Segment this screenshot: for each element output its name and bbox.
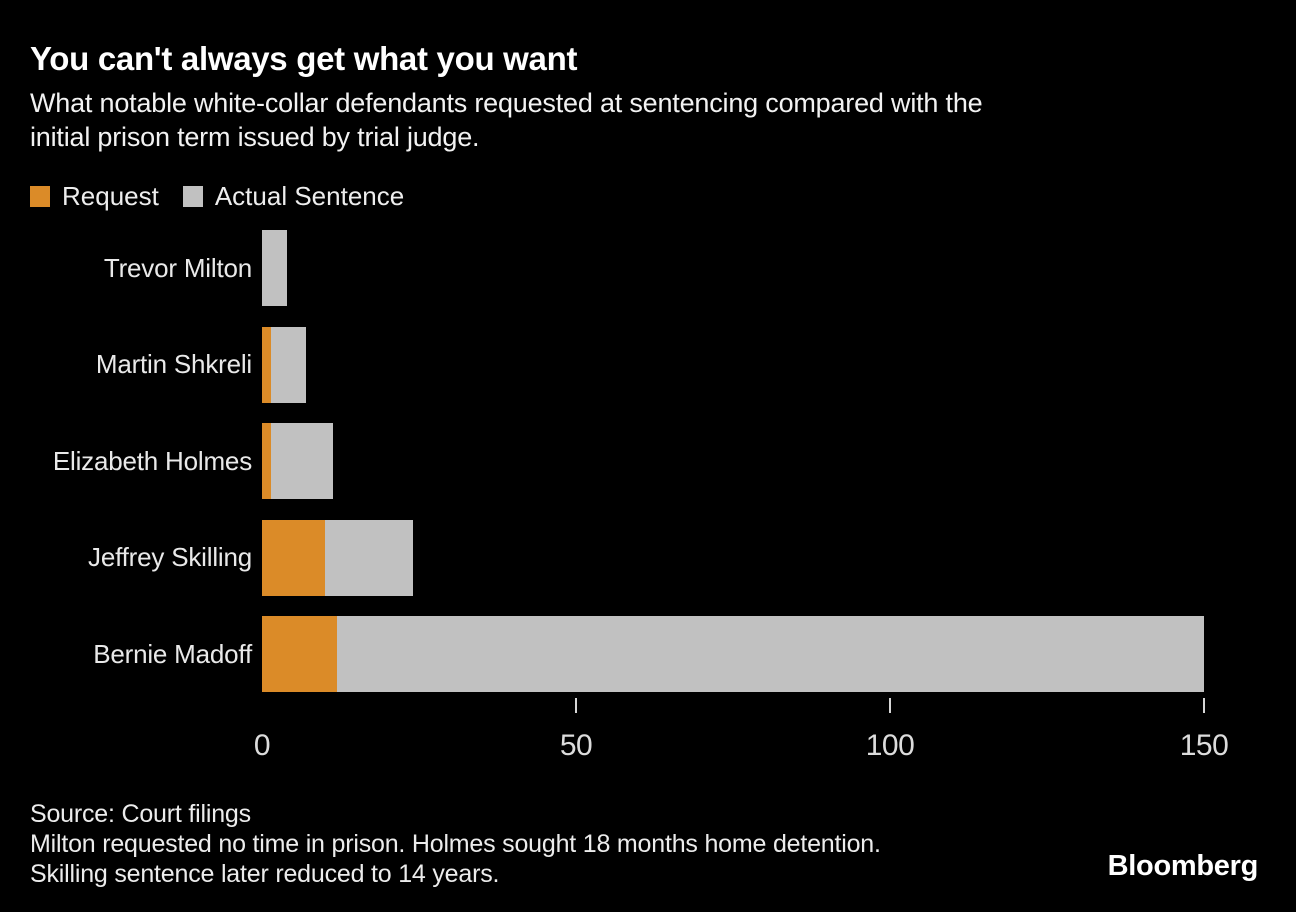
category-label: Trevor Milton xyxy=(103,252,252,283)
source-line: Source: Court filings xyxy=(30,800,251,828)
legend-label: Request xyxy=(62,181,159,211)
bar-segment-request xyxy=(262,519,325,596)
category-label: Jeffrey Skilling xyxy=(88,542,252,572)
bar-segment-request xyxy=(262,326,272,403)
legend-item: Actual Sentence xyxy=(182,181,405,212)
plot-area: Trevor Milton Martin Shkreli Elizabeth Hol… xyxy=(0,230,1296,692)
legend-swatch-icon xyxy=(182,186,203,207)
axis-tick-mark xyxy=(575,698,577,713)
category-label: Elizabeth Holmes xyxy=(52,445,252,476)
axis-tick-label: 150 xyxy=(1179,729,1229,762)
bloomberg-logo: Bloomberg xyxy=(1107,850,1259,882)
chart-subtitle: What notable white-collar defendants req… xyxy=(30,86,1266,154)
bar-row: Elizabeth Holmes xyxy=(0,423,1296,499)
axis-tick-label: 100 xyxy=(865,729,915,762)
bar-row: Bernie Madoff xyxy=(0,616,1296,692)
chart-title: You can't always get what you want xyxy=(30,40,578,77)
chart-subtitle-line: What notable white-collar defendants req… xyxy=(30,88,983,118)
bar-row: Martin Shkreli xyxy=(0,326,1296,403)
category-label: Martin Shkreli xyxy=(95,349,252,379)
bar-track xyxy=(262,230,1296,306)
bar-row: Jeffrey Skilling xyxy=(0,519,1296,596)
bar-track xyxy=(262,423,1296,499)
legend-label: Actual Sentence xyxy=(214,181,405,211)
bar-row: Trevor Milton xyxy=(0,230,1296,306)
chart-subtitle-line: initial prison term issued by trial judg… xyxy=(30,122,480,152)
bar-track xyxy=(262,519,1296,596)
axis-tick-mark xyxy=(1203,698,1205,713)
footnote-line-1: Milton requested no time in prison. Holm… xyxy=(30,830,881,858)
bar-segment-actual-sentence xyxy=(262,230,288,306)
axis-tick-mark xyxy=(889,698,891,713)
bar-track xyxy=(262,326,1296,403)
x-axis: 0 50 100 150 xyxy=(254,696,1296,776)
legend: Request Actual Sentence xyxy=(30,181,404,212)
footer: Source: Court filings Milton requested n… xyxy=(30,799,881,889)
bar-segment-actual-sentence xyxy=(262,616,1204,692)
axis-tick-label: 0 xyxy=(253,729,271,762)
axis-tick-label: 50 xyxy=(559,729,593,762)
category-label: Bernie Madoff xyxy=(93,638,252,669)
bar-track xyxy=(262,616,1296,692)
legend-swatch-icon xyxy=(30,186,50,207)
bar-segment-request xyxy=(262,423,272,499)
bar-segment-request xyxy=(262,616,338,692)
footnote-line-2: Skilling sentence later reduced to 14 ye… xyxy=(30,860,500,888)
legend-item: Request xyxy=(30,181,159,212)
bar-segment-actual-sentence xyxy=(262,423,333,499)
chart-header: You can't always get what you want What … xyxy=(30,40,1266,154)
